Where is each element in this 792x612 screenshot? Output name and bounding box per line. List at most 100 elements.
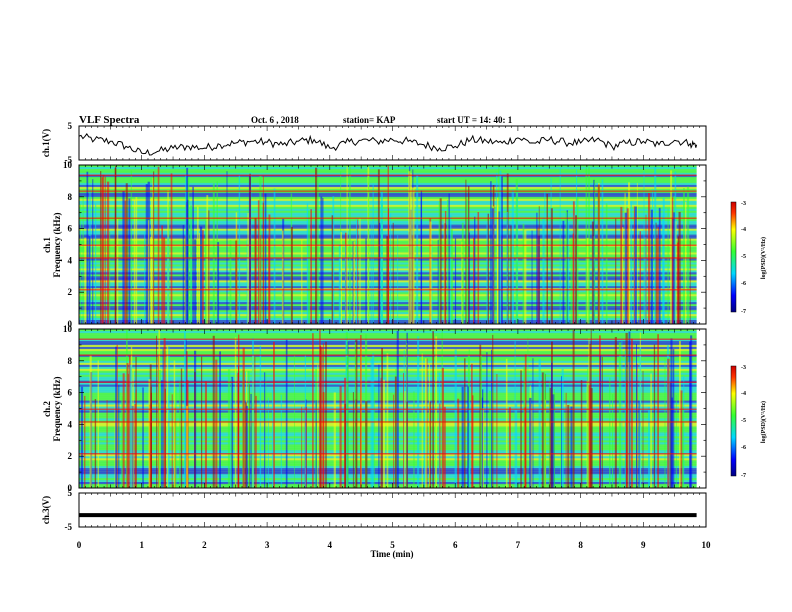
ch2-colorbar-label: log(PSD)(V²/Hz) xyxy=(760,401,767,443)
ch1-spectrogram-streak xyxy=(124,200,126,324)
ch1-spectrogram-streak xyxy=(468,186,470,324)
ch2-spectrogram-streak xyxy=(219,351,221,488)
ch2-spectrogram-streak xyxy=(179,381,181,488)
ch2-spectrogram-streak xyxy=(339,386,342,488)
ch2-spectrogram-streak xyxy=(561,376,562,488)
ch2-spectrogram-line xyxy=(79,354,697,356)
ch2-spectrogram-streak xyxy=(180,368,183,488)
ch1-spectrogram-streak xyxy=(628,182,631,324)
ch2-spectrogram-streak xyxy=(472,395,474,488)
ch2-spectrogram-streak xyxy=(520,370,522,488)
ch1-spectrogram-streak xyxy=(439,198,442,324)
ch2-spectrogram-streak xyxy=(587,368,589,488)
ch2-spectrogram-streak xyxy=(230,398,231,488)
y-tick-label: 5 xyxy=(68,488,73,498)
ch2-spectrogram-streak xyxy=(312,333,314,488)
ch1-spectrogram-streak xyxy=(301,239,303,324)
ch1-spectrogram-streak xyxy=(594,180,596,324)
ch1-spectrogram-streak xyxy=(260,235,262,324)
y-tick-label: 8 xyxy=(68,192,73,202)
ch1-spectrogram-streak xyxy=(356,218,358,324)
ch2-spectrogram-streak xyxy=(680,390,683,488)
ch2-spectrogram-streak xyxy=(543,372,546,488)
ch1-cb-tick-2: -5 xyxy=(741,254,746,260)
ch2-spectrogram-streak xyxy=(84,395,86,488)
ch1-spectrogram-streak xyxy=(538,206,540,324)
ch1-spectrogram-streak xyxy=(150,236,152,324)
ch2-spectrogram-streak xyxy=(443,406,446,488)
ch2-spectrogram-streak xyxy=(429,401,432,488)
y-tick-label: 2 xyxy=(68,451,73,461)
ch2-spectrogram-streak xyxy=(468,402,471,488)
ch2-spectrogram-streak xyxy=(464,358,466,488)
ch2-spectrogram-streak xyxy=(250,393,252,488)
ch1-spectrogram-line xyxy=(79,289,697,291)
ch1-spectrogram-streak xyxy=(202,230,204,324)
ch2-spectrogram-streak xyxy=(549,387,552,488)
ch1-spectrogram-streak xyxy=(205,220,208,324)
ch1-spectrogram-streak xyxy=(510,225,512,324)
ch2-spectrogram-streak xyxy=(403,373,404,488)
ch2-spectrogram-streak xyxy=(675,395,677,488)
ch1-spectrogram-streak xyxy=(365,238,367,324)
ch1-spectrogram-streak xyxy=(658,207,661,324)
ch2-spectrogram-streak xyxy=(372,353,375,488)
ch1-spectrogram-streak xyxy=(431,240,433,324)
ch2-spectrogram-streak xyxy=(664,357,666,488)
ch1-spectrogram-streak xyxy=(372,183,374,324)
ch2-spectrogram-band xyxy=(79,335,697,338)
ch2-spectrogram-streak xyxy=(482,408,484,488)
ch1-spectrogram-streak xyxy=(161,225,163,324)
ch2-spectrogram-streak xyxy=(242,347,245,488)
ch2-spectrogram-streak xyxy=(360,335,362,488)
y-tick-label: 5 xyxy=(68,121,73,131)
ch2-spectrogram-streak xyxy=(505,358,508,488)
ch1-spectrogram-streak xyxy=(116,218,119,324)
ch2-spectrogram-streak xyxy=(393,394,395,488)
ch2-spectrogram-streak xyxy=(115,346,117,488)
ch1-spectrogram-streak xyxy=(565,211,568,324)
y-tick-label: 4 xyxy=(68,419,73,429)
ch1-spectrogram-streak xyxy=(106,181,110,324)
ch1-spectrogram-streak xyxy=(657,227,659,324)
ch2-spectrogram-streak xyxy=(161,380,163,488)
ch2-spectrogram-streak xyxy=(441,367,444,488)
ch1-spectrogram-streak xyxy=(615,218,617,324)
ch1-spectrogram-streak xyxy=(673,212,676,324)
ch1-spectrogram-streak xyxy=(125,183,128,324)
ch2-spectrogram-streak xyxy=(621,337,623,488)
ch1-spectrogram-streak xyxy=(359,218,361,324)
ch1-spectrogram-streak xyxy=(281,230,284,324)
ch2-spectrogram-streak xyxy=(653,344,656,488)
ch1-spectrogram-streak xyxy=(102,174,105,324)
ch2-spectrogram-streak xyxy=(609,377,611,488)
ch2-spectrogram-streak xyxy=(552,394,555,488)
ch1-spectrogram-streak xyxy=(643,170,645,324)
ch2-spectrogram-streak xyxy=(529,397,532,488)
ch2-spectrogram-streak xyxy=(386,353,389,488)
ch1-spectrogram-streak xyxy=(689,238,691,324)
ch1-spectrogram-streak xyxy=(86,171,89,324)
y-tick-label: 0 xyxy=(68,483,73,493)
ch1-spectrogram-streak xyxy=(229,240,232,324)
x-tick-label: 6 xyxy=(453,540,458,550)
ch1-spectrogram-streak xyxy=(639,231,641,324)
ch1-spectrogram-streak xyxy=(190,205,193,324)
ch1-waveform-frame xyxy=(78,125,707,161)
ch1-spectrogram-streak xyxy=(477,212,480,324)
ch1-spectrogram-streak xyxy=(133,199,136,324)
ch2-spectrogram-streak xyxy=(423,406,426,488)
ch1-spectrogram-streak xyxy=(100,171,102,324)
ch2-spectrogram-streak xyxy=(679,341,681,488)
ch1-spectrogram-streak xyxy=(684,201,687,324)
ch2-spectrogram-streak xyxy=(636,344,637,488)
ch2-spectrogram-streak xyxy=(273,341,275,488)
ch1-spectrogram-streak xyxy=(562,220,565,324)
ch2-spectrogram-band xyxy=(79,331,697,334)
ch1-spectrogram-streak xyxy=(591,221,594,324)
ch2-spectrogram-streak xyxy=(373,387,375,488)
ch2-spectrogram-streak xyxy=(642,370,644,488)
ch2-spectrogram-streak xyxy=(681,393,683,488)
ch2-spectrogram-streak xyxy=(212,335,215,488)
ch2-spectrogram-streak xyxy=(325,341,327,488)
